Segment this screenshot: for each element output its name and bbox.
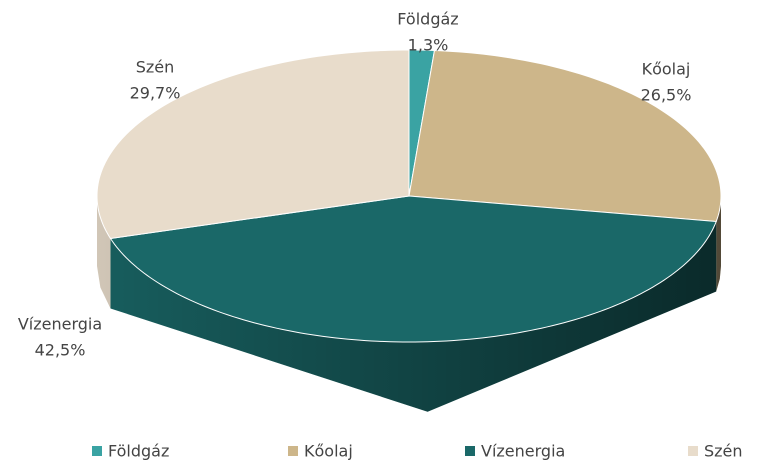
slice-label: Földgáz [397, 10, 458, 29]
slice-label: Kőolaj [642, 60, 691, 79]
slice-label: Szén [136, 58, 175, 77]
slice-value-label: 26,5% [641, 86, 692, 105]
legend-label: Földgáz [108, 442, 169, 461]
legend-label: Szén [704, 442, 743, 461]
side-shade [716, 196, 721, 292]
pie-slice [96, 49, 410, 240]
slice-label: Vízenergia [18, 315, 102, 334]
slice-value-label: 1,3% [408, 36, 449, 55]
legend-label: Kőolaj [304, 442, 353, 461]
legend-label: Vízenergia [481, 442, 565, 461]
side-shade [97, 196, 111, 309]
slice-value-label: 29,7% [130, 84, 181, 103]
pie-slice [408, 49, 722, 223]
legend-swatch [465, 446, 475, 456]
legend-swatch [288, 446, 298, 456]
legend-swatch [92, 446, 102, 456]
side-shade [110, 221, 717, 412]
legend-swatch [688, 446, 698, 456]
pie-slice [109, 195, 717, 343]
slice-value-label: 42,5% [35, 341, 86, 360]
